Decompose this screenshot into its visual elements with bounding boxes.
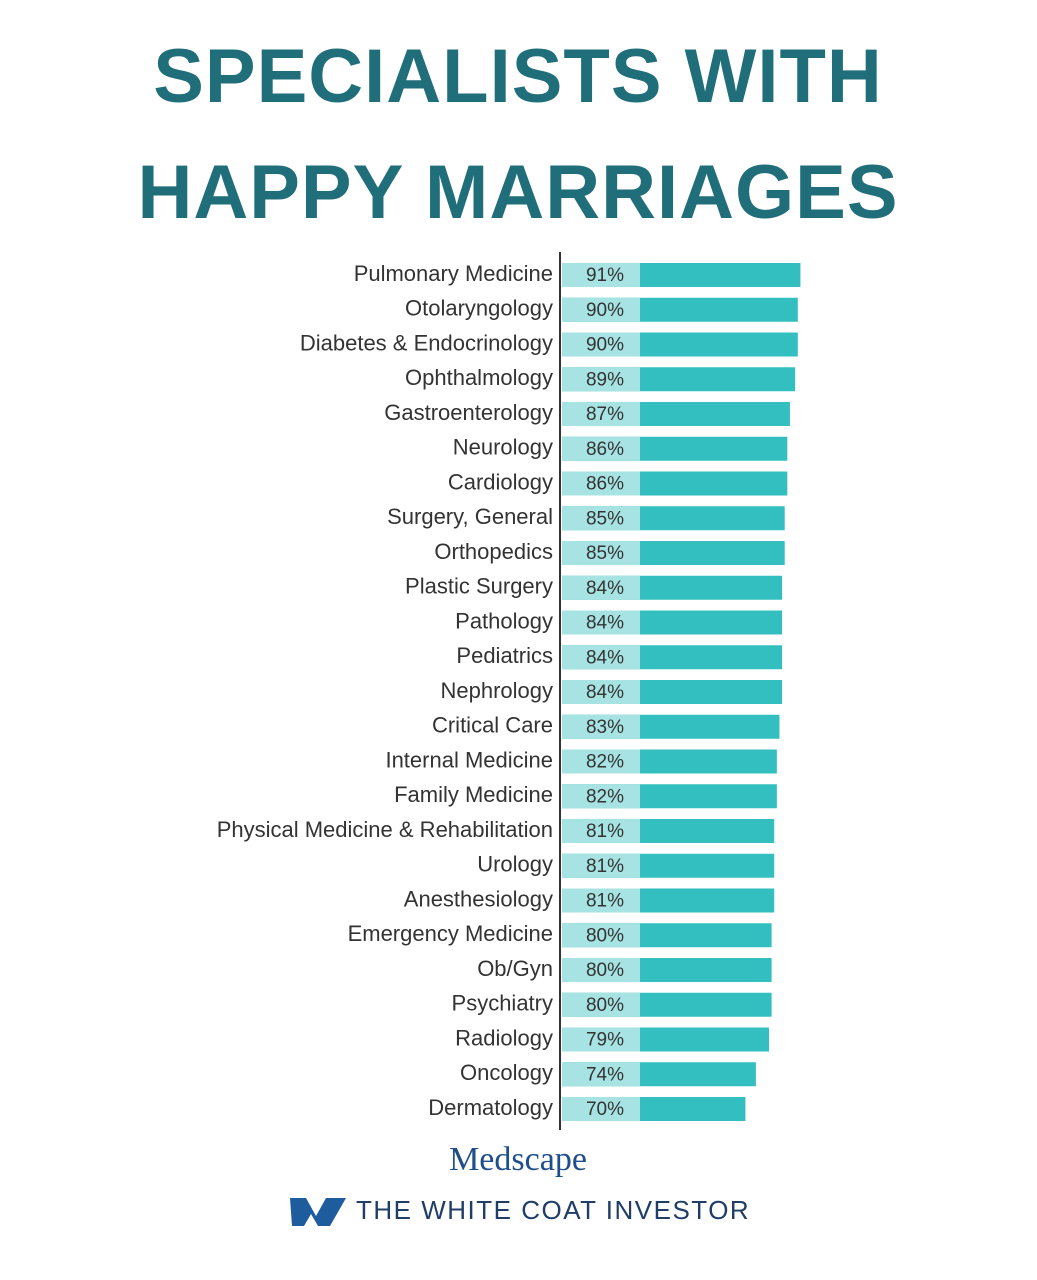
category-label: Otolaryngology (405, 296, 553, 321)
wci-icon (290, 1198, 346, 1226)
source-logo: Medscape (449, 1141, 587, 1178)
category-label: Pathology (455, 608, 553, 633)
label-box (562, 1027, 640, 1052)
label-box (562, 436, 640, 461)
category-label: Pulmonary Medicine (354, 261, 553, 286)
category-label: Orthopedics (434, 539, 553, 564)
category-label: Anesthesiology (404, 886, 553, 911)
label-box (562, 610, 640, 635)
value-label: 80% (586, 960, 624, 981)
category-label: Ob/Gyn (477, 956, 553, 981)
value-label: 87% (586, 404, 624, 425)
value-label: 84% (586, 613, 624, 634)
value-label: 81% (586, 856, 624, 877)
label-box (562, 297, 640, 322)
label-box (562, 402, 640, 426)
category-label: Neurology (453, 435, 553, 460)
label-box (562, 958, 640, 982)
value-label: 85% (586, 508, 624, 529)
category-label: Internal Medicine (385, 747, 553, 772)
value-label: 82% (586, 786, 624, 807)
value-label: 84% (586, 682, 624, 703)
value-label: 81% (586, 821, 624, 842)
label-box (562, 471, 640, 496)
category-label: Plastic Surgery (405, 574, 553, 599)
chart-title: HAPPY MARRIAGES (137, 150, 898, 235)
value-label: 79% (586, 1030, 624, 1051)
value-label: 90% (586, 335, 624, 356)
label-box (562, 888, 640, 913)
label-box (562, 923, 640, 948)
value-label: 81% (586, 891, 624, 912)
label-box (562, 784, 640, 809)
value-label: 70% (586, 1099, 624, 1120)
source-logo: THE WHITE COAT INVESTOR (356, 1195, 750, 1225)
value-label: 80% (586, 995, 624, 1016)
value-label: 91% (586, 265, 624, 286)
label-box (562, 1062, 640, 1087)
value-label: 86% (586, 474, 624, 495)
category-label: Radiology (455, 1025, 553, 1050)
label-box (562, 680, 640, 704)
category-label: Dermatology (428, 1095, 553, 1120)
category-label: Emergency Medicine (348, 921, 553, 946)
value-label: 85% (586, 543, 624, 564)
category-label: Ophthalmology (405, 365, 553, 390)
label-box (562, 853, 640, 878)
label-box (562, 263, 640, 287)
value-label: 80% (586, 925, 624, 946)
label-box (562, 1097, 640, 1121)
value-label: 82% (586, 752, 624, 773)
label-box (562, 819, 640, 843)
category-label: Critical Care (432, 713, 553, 738)
value-label: 84% (586, 647, 624, 668)
category-label: Nephrology (440, 678, 553, 703)
value-label: 89% (586, 369, 624, 390)
value-label: 90% (586, 300, 624, 321)
label-box (562, 992, 640, 1017)
chart-title: SPECIALISTS WITH (153, 34, 883, 119)
category-label: Psychiatry (452, 991, 553, 1016)
category-label: Physical Medicine & Rehabilitation (217, 817, 553, 842)
category-label: Cardiology (448, 469, 553, 494)
value-label: 83% (586, 717, 624, 738)
label-box (562, 367, 640, 392)
value-label: 74% (586, 1064, 624, 1085)
category-label: Gastroenterology (384, 400, 553, 425)
category-label: Diabetes & Endocrinology (300, 330, 553, 355)
value-label: 84% (586, 578, 624, 599)
label-box (562, 506, 640, 531)
label-box (562, 749, 640, 774)
category-label: Oncology (460, 1060, 553, 1085)
label-box (562, 575, 640, 600)
category-label: Family Medicine (394, 782, 553, 807)
label-box (562, 645, 640, 670)
category-label: Pediatrics (456, 643, 553, 668)
label-box (562, 714, 640, 739)
category-label: Surgery, General (387, 504, 553, 529)
label-box (562, 541, 640, 565)
label-box (562, 332, 640, 357)
category-label: Urology (477, 852, 553, 877)
value-label: 86% (586, 439, 624, 460)
